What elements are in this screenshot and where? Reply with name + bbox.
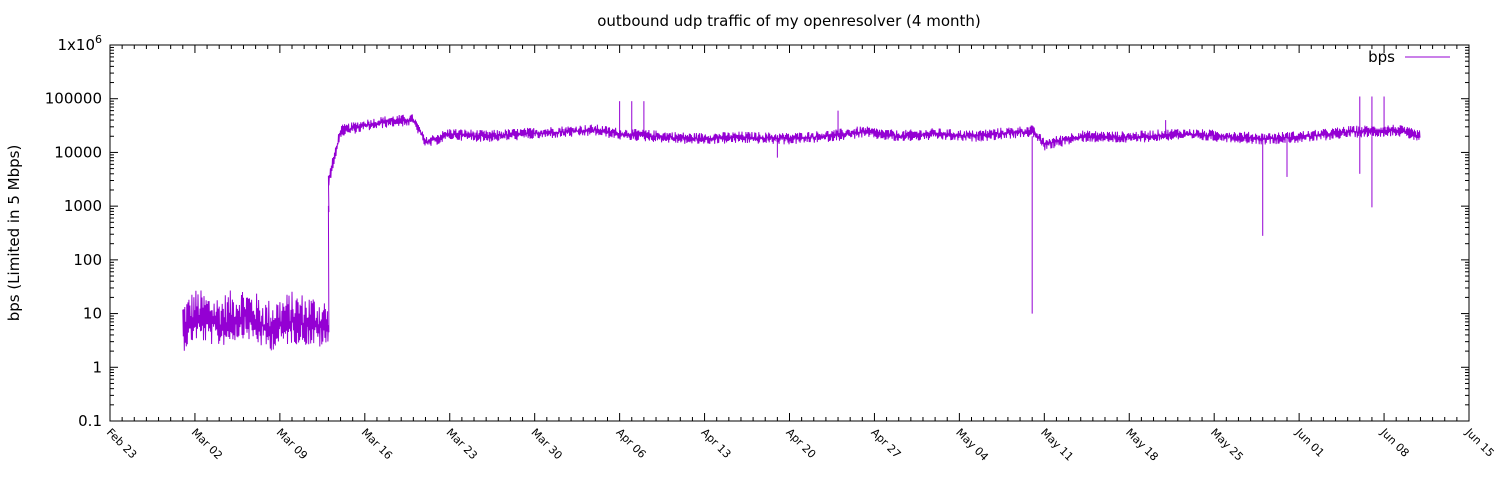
x-axis: Feb 23 Mar 02 Mar 09 Mar 16 Mar 23 Mar 30 Apr … [104,45,1497,464]
plot-frame [109,44,1470,422]
x-tick-label: Apr 27 [868,426,903,461]
x-tick-label: May 25 [1208,426,1246,464]
x-tick-label: Apr 20 [783,426,818,461]
x-tick-label: Mar 09 [274,426,310,462]
y-tick-label: 1000 [64,197,102,215]
y-tick-label: 10000 [54,143,102,161]
y-axis: 0.1 1 10 100 1000 10000 100000 1x106 [45,33,1469,430]
y-axis-label: bps (Limited in 5 Mbps) [5,145,23,322]
x-tick-label: Feb 23 [104,426,139,461]
y-tick-label: 1 [92,358,102,376]
x-tick-label: Mar 02 [189,426,225,462]
x-tick-label: Apr 13 [698,426,733,461]
x-tick-label: May 04 [953,426,991,464]
x-tick-label: May 11 [1038,426,1076,464]
y-tick-label: 100000 [45,90,102,108]
x-tick-label: Mar 16 [359,426,395,462]
x-tick-label: Jun 15 [1462,425,1496,459]
y-tick-label: 0.1 [78,412,102,430]
y-tick-label: 10 [83,305,102,323]
legend-label: bps [1368,48,1395,66]
y-tick-label: 100 [73,251,102,269]
x-tick-label: Apr 06 [614,426,649,461]
series-bps [182,96,1421,351]
x-tick-label: Mar 30 [529,426,565,462]
x-tick-label: Jun 08 [1377,425,1411,459]
x-tick-label: Jun 01 [1292,425,1326,459]
x-tick-label: May 18 [1123,426,1161,464]
chart-title: outbound udp traffic of my openresolver … [597,12,981,30]
x-tick-label: Mar 23 [444,426,480,462]
legend: bps [1368,48,1450,66]
series-line [182,114,1421,351]
y-tick-label: 1x106 [57,33,102,54]
